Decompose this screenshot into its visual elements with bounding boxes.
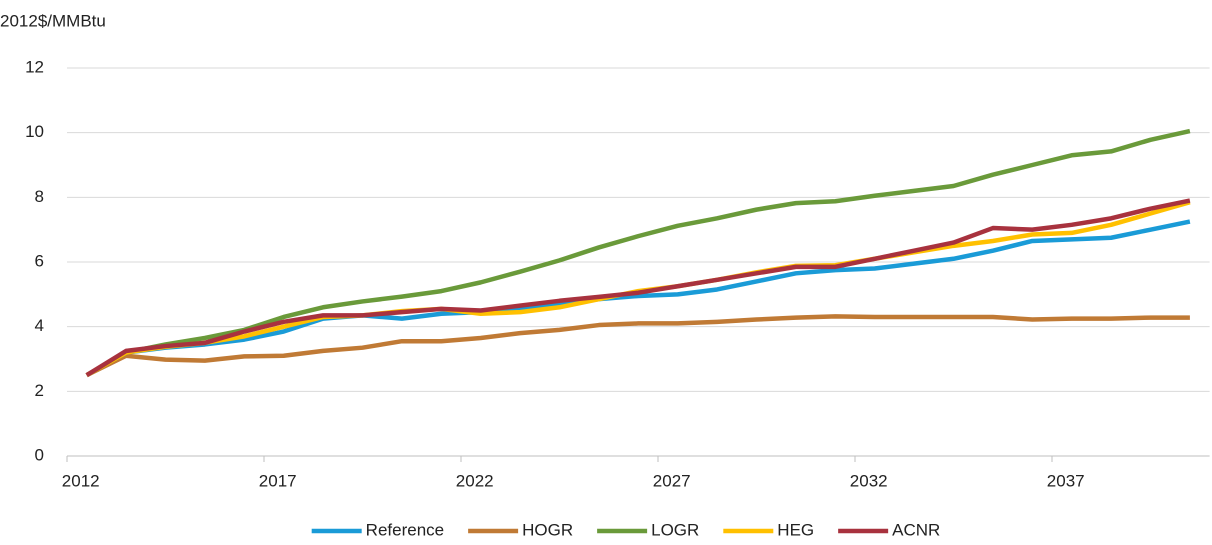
x-tick-label: 2022 [456,471,494,490]
legend-label: ACNR [892,520,940,539]
series-line [85,128,1191,378]
y-tick-label: 8 [35,187,44,206]
legend-label: LOGR [651,520,699,539]
y-tick-label: 10 [25,122,44,141]
y-tick-label: 6 [35,251,44,270]
legend-label: Reference [366,520,444,539]
y-axis-label: 2012$/MMBtu [0,11,106,30]
legend-label: HEG [777,520,814,539]
legend-label: HOGR [522,520,573,539]
y-tick-label: 0 [35,445,44,464]
series-line [85,198,1191,378]
series-line [85,314,1190,378]
x-tick-label: 2017 [259,471,297,490]
y-tick-label: 2 [35,381,44,400]
y-tick-label: 12 [25,57,44,76]
x-tick-label: 2037 [1047,471,1085,490]
y-tick-label: 4 [35,316,44,335]
series-line [85,219,1191,378]
x-tick-label: 2012 [62,471,100,490]
x-tick-label: 2027 [653,471,691,490]
x-tick-label: 2032 [850,471,888,490]
